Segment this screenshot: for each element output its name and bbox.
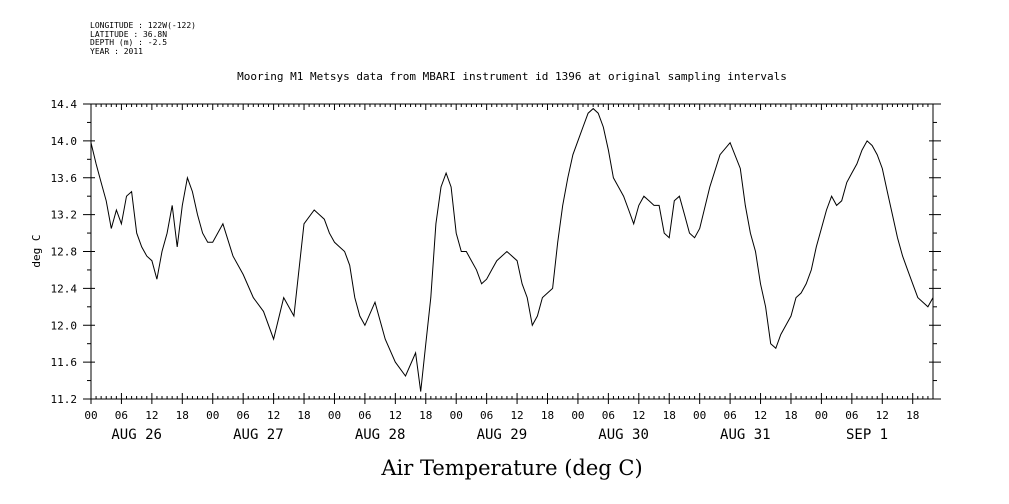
x-tick-label: 06 (237, 409, 250, 422)
x-tick-label: 00 (84, 409, 97, 422)
metadata-block: LONGITUDE : 122W(-122) LATITUDE : 36.8N … (90, 21, 196, 56)
x-tick-labels: 00 06 12 18 00 06 12 18 00 06 12 18 00 06 12 18 00 06 12 18… (84, 409, 919, 422)
x-tick-label: 12 (389, 409, 402, 422)
series-line (90, 107, 934, 392)
axis-ticks (83, 103, 941, 404)
y-tick-label: 13.2 (51, 209, 78, 222)
x-tick-label: 18 (784, 409, 797, 422)
day-label: AUG 31 (720, 427, 771, 443)
x-tick-label: 06 (115, 409, 128, 422)
x-tick-label: 06 (358, 409, 371, 422)
y-axis-label: deg C (30, 234, 43, 267)
x-tick-label: 06 (602, 409, 615, 422)
day-labels: AUG 26 AUG 27 AUG 28 AUG 29 AUG 30 AUG 31 SEP … (111, 427, 888, 443)
x-tick-label: 18 (541, 409, 554, 422)
y-tick-label: 12.4 (51, 282, 78, 295)
x-tick-label: 18 (906, 409, 919, 422)
x-tick-label: 00 (815, 409, 828, 422)
longitude-text: LONGITUDE : 122W(-122) (90, 21, 196, 30)
plot-frame (90, 103, 934, 400)
day-label: AUG 26 (111, 427, 162, 443)
x-tick-label: 12 (632, 409, 645, 422)
x-tick-label: 12 (754, 409, 767, 422)
y-tick-label: 13.6 (51, 172, 78, 185)
latitude-text: LATITUDE : 36.8N (90, 29, 168, 39)
day-label: AUG 29 (477, 427, 528, 443)
x-tick-label: 18 (176, 409, 189, 422)
x-tick-label: 06 (723, 409, 736, 422)
y-tick-label: 12.8 (51, 246, 78, 259)
chart-title: Mooring M1 Metsys data from MBARI instru… (237, 70, 787, 83)
y-tick-label: 11.2 (51, 393, 78, 406)
day-label: AUG 27 (233, 427, 284, 443)
x-tick-label: 06 (845, 409, 858, 422)
x-tick-label: 18 (663, 409, 676, 422)
x-tick-label: 00 (693, 409, 706, 422)
day-label: AUG 30 (598, 427, 649, 443)
x-axis-label: Air Temperature (deg C) (380, 456, 642, 480)
day-label: AUG 28 (355, 427, 406, 443)
day-label: SEP 1 (846, 427, 888, 443)
x-tick-label: 00 (206, 409, 219, 422)
x-tick-label: 00 (571, 409, 584, 422)
x-tick-label: 06 (480, 409, 493, 422)
x-tick-label: 12 (145, 409, 158, 422)
year-text: YEAR : 2011 (90, 46, 143, 56)
x-tick-label: 00 (450, 409, 463, 422)
x-tick-label: 00 (328, 409, 341, 422)
x-tick-label: 18 (419, 409, 432, 422)
x-tick-label: 18 (297, 409, 310, 422)
x-tick-label: 12 (267, 409, 280, 422)
y-tick-labels: 11.2 11.6 12.0 12.4 12.8 13.2 13.6 14.0 14.4 (51, 98, 78, 406)
y-tick-label: 11.6 (51, 356, 78, 369)
y-tick-label: 12.0 (51, 319, 78, 332)
y-tick-label: 14.4 (51, 98, 78, 111)
x-tick-label: 12 (510, 409, 523, 422)
y-tick-label: 14.0 (51, 135, 78, 148)
x-tick-label: 12 (876, 409, 889, 422)
depth-text: DEPTH (m) : -2.5 (90, 38, 168, 47)
